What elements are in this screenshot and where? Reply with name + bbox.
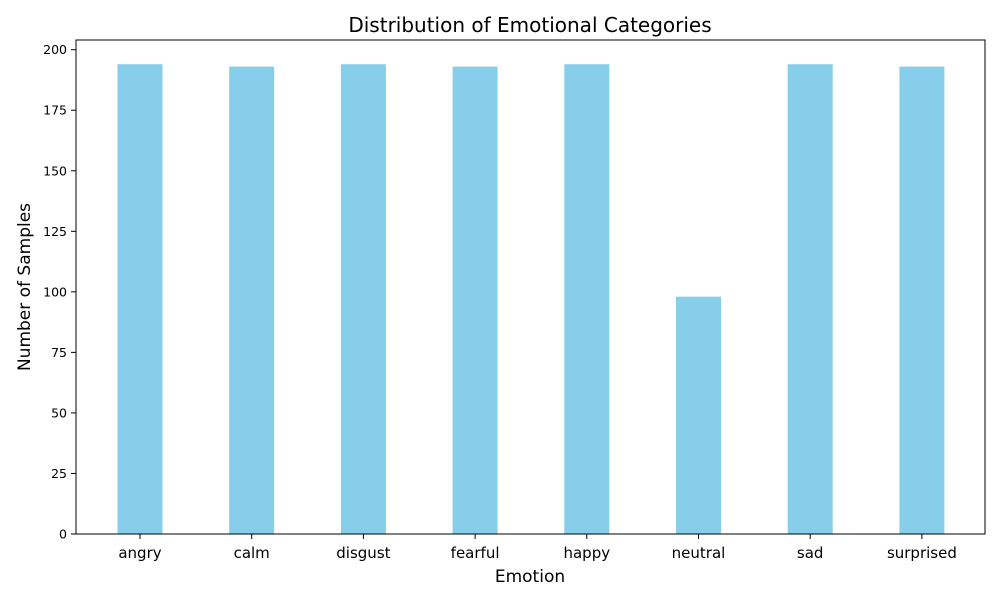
bar-happy <box>564 64 610 534</box>
y-tick-label: 150 <box>43 163 67 178</box>
x-tick-label: happy <box>563 544 610 562</box>
x-tick-label: neutral <box>672 544 726 562</box>
y-tick-label: 25 <box>51 466 67 481</box>
bars-group <box>117 64 945 534</box>
plot-frame <box>75 39 986 535</box>
bar-disgust <box>340 64 386 534</box>
bar-calm <box>229 66 275 534</box>
y-tick-label: 50 <box>51 405 67 420</box>
y-tick-label: 125 <box>43 224 67 239</box>
bar-angry <box>117 64 163 534</box>
x-tick-label: sad <box>797 544 824 562</box>
y-axis-label: Number of Samples <box>15 203 35 371</box>
y-tick-label: 100 <box>43 284 67 299</box>
x-tick-label: disgust <box>336 544 390 562</box>
y-tick-label: 75 <box>51 345 67 360</box>
x-tick-label: calm <box>234 544 270 562</box>
y-tick-label: 0 <box>59 527 67 542</box>
chart-title: Distribution of Emotional Categories <box>348 13 711 37</box>
x-axis-ticks: angry calm disgust fearful happy neutral sad su… <box>118 534 957 562</box>
bar-fearful <box>452 66 498 534</box>
bar-sad <box>787 64 833 534</box>
bar-surprised <box>899 66 945 534</box>
x-tick-label: angry <box>118 544 161 562</box>
x-tick-label: surprised <box>887 544 957 562</box>
x-tick-label: fearful <box>451 544 500 562</box>
y-tick-label: 175 <box>43 103 67 118</box>
y-axis-ticks: 0 25 50 75 100 125 150 175 200 <box>43 42 76 542</box>
bar-neutral <box>676 296 721 534</box>
y-tick-label: 200 <box>43 42 67 57</box>
x-axis-label: Emotion <box>495 567 565 587</box>
